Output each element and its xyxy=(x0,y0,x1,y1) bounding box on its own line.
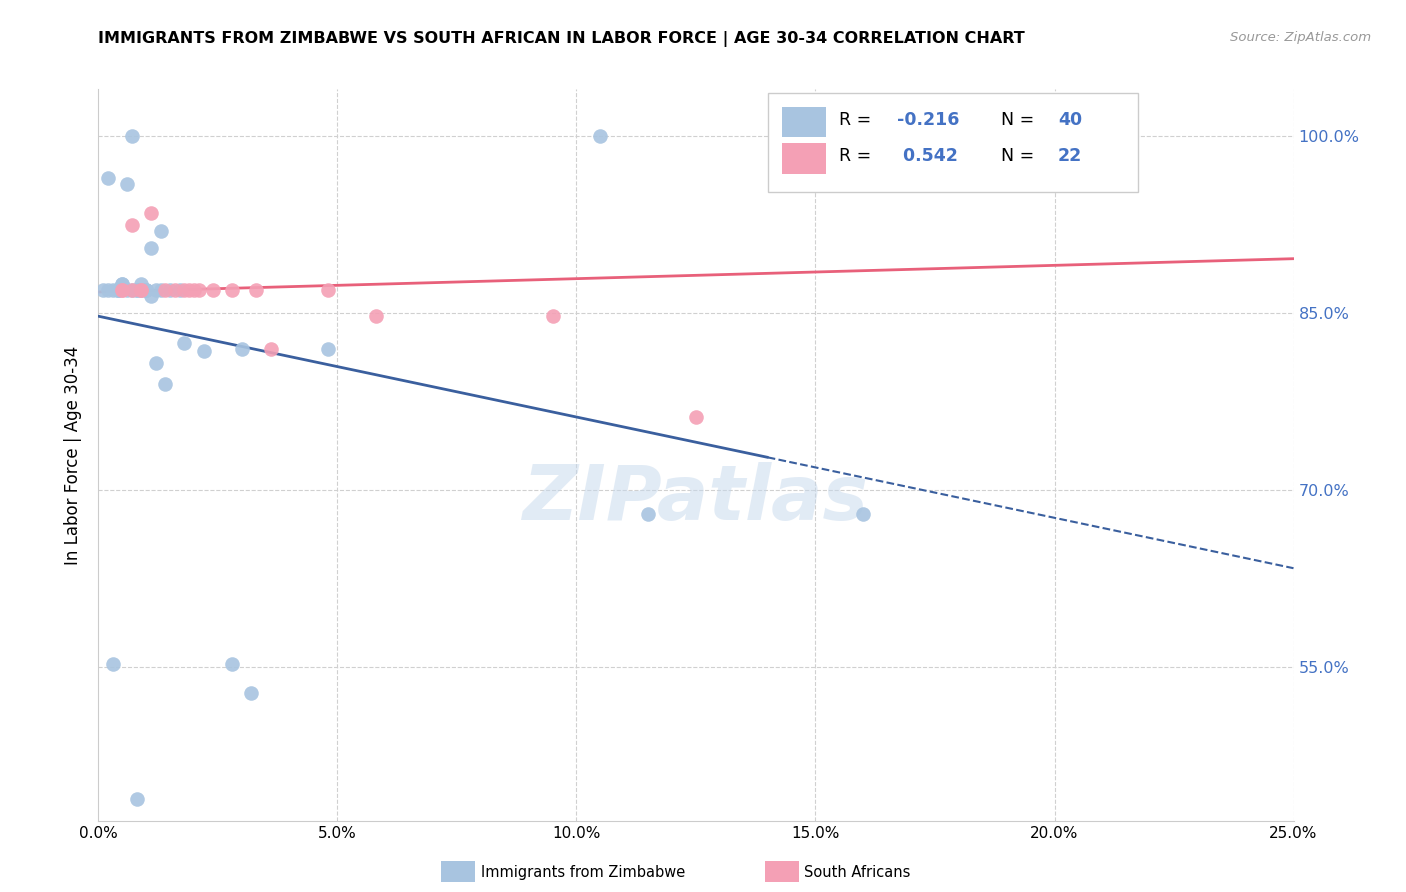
Point xyxy=(131,277,153,291)
Point xyxy=(149,283,172,297)
Text: N =: N = xyxy=(1001,111,1039,129)
Text: South Africans: South Africans xyxy=(804,865,911,880)
Point xyxy=(97,283,120,297)
Point xyxy=(972,129,994,144)
Point xyxy=(101,657,124,671)
Point xyxy=(101,283,124,297)
Point xyxy=(221,283,243,297)
Point xyxy=(221,657,243,671)
Point xyxy=(259,342,281,356)
Text: ZIPatlas: ZIPatlas xyxy=(523,462,869,536)
Point xyxy=(111,277,134,291)
Point xyxy=(173,283,195,297)
Text: 0.542: 0.542 xyxy=(897,147,957,166)
Point xyxy=(637,507,659,521)
Point xyxy=(125,792,148,806)
FancyBboxPatch shape xyxy=(782,144,827,174)
Point xyxy=(111,283,134,297)
Y-axis label: In Labor Force | Age 30-34: In Labor Force | Age 30-34 xyxy=(65,345,83,565)
Text: Immigrants from Zimbabwe: Immigrants from Zimbabwe xyxy=(481,865,685,880)
Point xyxy=(173,335,195,350)
Point xyxy=(135,283,157,297)
Point xyxy=(115,283,138,297)
Point xyxy=(159,283,181,297)
Point xyxy=(316,342,339,356)
Text: 22: 22 xyxy=(1059,147,1083,166)
Point xyxy=(202,283,225,297)
Point xyxy=(245,283,267,297)
FancyBboxPatch shape xyxy=(768,93,1139,192)
Point xyxy=(111,277,134,291)
Text: Source: ZipAtlas.com: Source: ZipAtlas.com xyxy=(1230,31,1371,45)
Point xyxy=(541,309,564,323)
Point xyxy=(240,686,263,700)
Point xyxy=(115,177,138,191)
Point xyxy=(135,283,157,297)
Point xyxy=(107,283,129,297)
Point xyxy=(139,288,162,302)
Point xyxy=(316,283,339,297)
Point xyxy=(107,283,129,297)
Point xyxy=(155,377,177,392)
Point xyxy=(135,283,157,297)
Point xyxy=(125,283,148,297)
Text: IMMIGRANTS FROM ZIMBABWE VS SOUTH AFRICAN IN LABOR FORCE | AGE 30-34 CORRELATION: IMMIGRANTS FROM ZIMBABWE VS SOUTH AFRICA… xyxy=(98,31,1025,47)
Point xyxy=(131,283,153,297)
Point xyxy=(139,206,162,220)
Point xyxy=(121,283,143,297)
Point xyxy=(183,283,205,297)
Text: 40: 40 xyxy=(1059,111,1083,129)
Point xyxy=(139,242,162,256)
Point xyxy=(125,283,148,297)
Text: -0.216: -0.216 xyxy=(897,111,959,129)
Point xyxy=(163,283,186,297)
Point xyxy=(131,283,153,297)
Point xyxy=(187,283,209,297)
Point xyxy=(121,218,143,232)
Text: R =: R = xyxy=(839,147,877,166)
Point xyxy=(107,283,129,297)
Point xyxy=(231,342,253,356)
Point xyxy=(131,283,153,297)
Point xyxy=(97,170,120,185)
Point xyxy=(111,283,134,297)
Point xyxy=(193,344,215,359)
Point xyxy=(121,129,143,144)
FancyBboxPatch shape xyxy=(782,107,827,137)
Point xyxy=(91,283,114,297)
Text: N =: N = xyxy=(1001,147,1039,166)
Point xyxy=(364,309,387,323)
Point xyxy=(169,283,191,297)
Point xyxy=(589,129,612,144)
Point xyxy=(145,356,167,370)
Point xyxy=(121,283,143,297)
Point xyxy=(155,283,177,297)
Point xyxy=(145,283,167,297)
Point xyxy=(685,410,707,425)
Point xyxy=(179,283,201,297)
Point xyxy=(149,224,172,238)
Point xyxy=(852,507,875,521)
Text: R =: R = xyxy=(839,111,877,129)
